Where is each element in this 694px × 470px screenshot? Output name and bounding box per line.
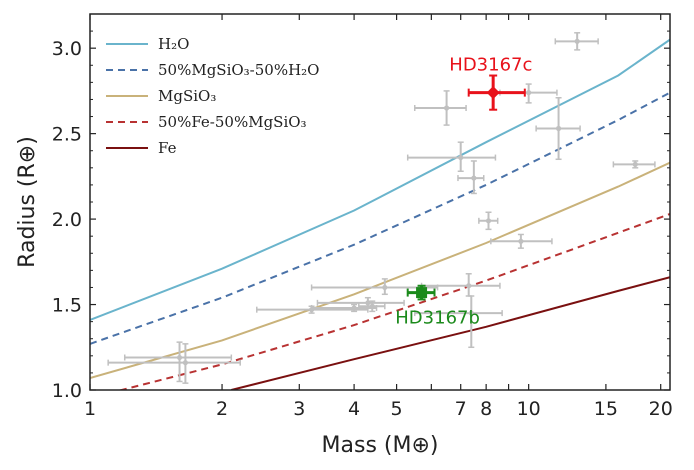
model-curves [90,38,670,390]
y-tick-label: 2.0 [52,209,82,231]
x-tick-label: 15 [594,398,618,420]
curve-2 [90,161,670,379]
x-tick-label: 2 [216,398,228,420]
highlight-HD3167b: HD3167b [395,284,480,328]
planet-point [358,300,386,313]
planet-point [107,343,241,384]
legend-label: MgSiO₃ [158,87,216,105]
x-axis-label: Mass (M⊕) [322,433,439,458]
planet-point [414,90,467,126]
highlight-marker [416,287,428,299]
planet-point [457,160,485,195]
legend-entry: 50%Fe-50%MgSiO₃ [106,113,307,131]
legend-label: H₂O [158,35,189,53]
legend: H₂O 50%MgSiO₃-50%H₂O MgSiO₃ 50%Fe-50%MgSiO₃… [106,35,319,157]
planet-point [490,233,553,249]
y-tick-label: 1.0 [52,380,82,402]
planet-point [612,160,656,169]
y-tick-label: 1.5 [52,295,82,317]
x-tick-label: 20 [649,398,673,420]
planet-point [478,211,499,231]
planet-point [414,295,503,349]
x-tick-label: 3 [293,398,305,420]
legend-label: 50%MgSiO₃-50%H₂O [158,61,319,79]
planet-point [316,296,405,309]
x-tick-label: 10 [517,398,541,420]
highlight-label: HD3167b [395,307,480,328]
planet-point [406,141,497,172]
x-tick-label: 4 [348,398,360,420]
curve-1 [90,91,670,345]
curve-3 [117,213,670,390]
curve-0 [90,38,670,321]
planet-point [535,96,581,161]
x-tick-label: 1 [84,398,96,420]
curve-4 [231,276,670,390]
y-tick-label: 3.0 [52,38,82,60]
y-tick-label: 2.5 [52,124,82,146]
highlight-HD3167c: HD3167c [449,54,532,111]
x-tick-label: 5 [391,398,403,420]
legend-label: Fe [158,139,177,157]
legend-entry: 50%MgSiO₃-50%H₂O [106,61,319,79]
highlighted-planets: HD3167c HD3167b [395,54,532,328]
legend-entry: MgSiO₃ [106,87,216,105]
y-axis-label: Radius (R⊕) [15,136,40,268]
x-tick-label: 7 [455,398,467,420]
legend-label: 50%Fe-50%MgSiO₃ [158,113,307,131]
x-tick-label: 8 [480,398,492,420]
comparison-planets [107,32,656,384]
legend-entry: Fe [106,139,177,157]
planet-point [554,32,599,51]
axis-ticks: 1 2 3 4 5 7 8 10 15 20 1.0 1.5 2.0 2.5 3.0 [52,14,673,420]
highlight-marker [486,86,500,100]
legend-entry: H₂O [106,35,189,53]
highlight-label: HD3167c [449,54,532,75]
